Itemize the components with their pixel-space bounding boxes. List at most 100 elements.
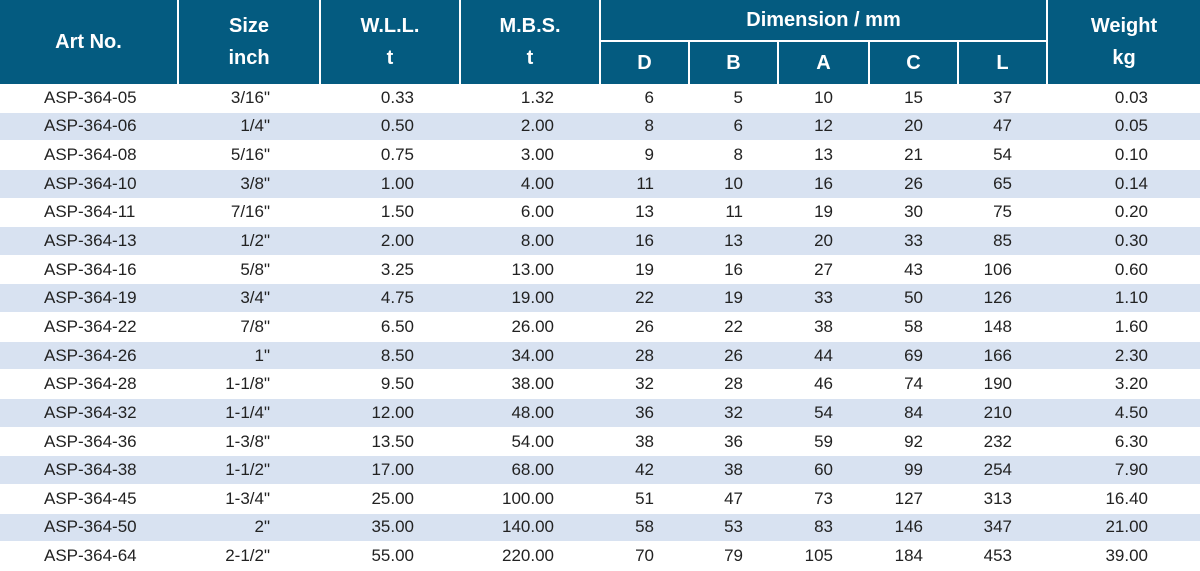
cell-wll: 3.25 bbox=[320, 255, 460, 285]
cell-weight: 6.30 bbox=[1047, 427, 1200, 457]
cell-weight: 0.14 bbox=[1047, 169, 1200, 199]
cell-dim-a: 12 bbox=[778, 112, 869, 142]
cell-weight: 21.00 bbox=[1047, 513, 1200, 543]
cell-dim-a: 13 bbox=[778, 140, 869, 170]
cell-dim-c: 74 bbox=[869, 369, 958, 400]
cell-dim-a: 105 bbox=[778, 541, 869, 571]
cell-dim-l: 453 bbox=[958, 541, 1047, 571]
cell-dim-b: 28 bbox=[689, 369, 778, 400]
cell-mbs: 13.00 bbox=[460, 255, 600, 285]
cell-mbs: 1.32 bbox=[460, 84, 600, 113]
cell-size: 1/4" bbox=[178, 112, 320, 142]
cell-mbs: 4.00 bbox=[460, 169, 600, 199]
cell-dim-a: 16 bbox=[778, 169, 869, 199]
cell-dim-d: 8 bbox=[600, 112, 689, 142]
cell-dim-l: 313 bbox=[958, 484, 1047, 514]
cell-mbs: 26.00 bbox=[460, 312, 600, 342]
table-row: ASP-364-11 7/16" 1.50 6.00 13 11 19 30 75 0.20 bbox=[0, 198, 1200, 228]
cell-dim-d: 16 bbox=[600, 226, 689, 256]
table-row: ASP-364-26 1" 8.50 34.00 28 26 44 69 166 2.30 bbox=[0, 341, 1200, 371]
cell-mbs: 54.00 bbox=[460, 427, 600, 457]
cell-art-no: ASP-364-22 bbox=[0, 312, 178, 342]
header-weight: Weight kg bbox=[1046, 0, 1200, 84]
cell-dim-b: 26 bbox=[689, 341, 778, 371]
cell-dim-d: 13 bbox=[600, 198, 689, 228]
cell-dim-b: 11 bbox=[689, 198, 778, 228]
cell-mbs: 2.00 bbox=[460, 112, 600, 142]
table-row: ASP-364-64 2-1/2" 55.00 220.00 70 79 105 184 453… bbox=[0, 541, 1200, 571]
cell-art-no: ASP-364-08 bbox=[0, 140, 178, 170]
cell-mbs: 34.00 bbox=[460, 341, 600, 371]
cell-dim-d: 9 bbox=[600, 140, 689, 170]
cell-wll: 1.00 bbox=[320, 169, 460, 199]
cell-dim-a: 83 bbox=[778, 513, 869, 543]
cell-dim-l: 126 bbox=[958, 283, 1047, 314]
cell-wll: 55.00 bbox=[320, 541, 460, 571]
header-mbs: M.B.S. t bbox=[459, 0, 600, 84]
cell-wll: 0.33 bbox=[320, 84, 460, 113]
cell-dim-c: 127 bbox=[869, 484, 958, 514]
table-row: ASP-364-45 1-3/4" 25.00 100.00 51 47 73 127 313 1… bbox=[0, 484, 1200, 514]
cell-mbs: 8.00 bbox=[460, 226, 600, 256]
cell-dim-c: 99 bbox=[869, 455, 958, 485]
cell-dim-b: 47 bbox=[689, 484, 778, 514]
cell-dim-a: 33 bbox=[778, 283, 869, 314]
cell-dim-b: 53 bbox=[689, 513, 778, 543]
cell-dim-c: 69 bbox=[869, 341, 958, 371]
cell-dim-c: 58 bbox=[869, 312, 958, 342]
header-size: Size inch bbox=[177, 0, 320, 84]
header-dimension: Dimension / mm bbox=[599, 0, 1047, 42]
table-row: ASP-364-16 5/8" 3.25 13.00 19 16 27 43 106 0.60 bbox=[0, 255, 1200, 285]
cell-art-no: ASP-364-28 bbox=[0, 369, 178, 400]
cell-art-no: ASP-364-36 bbox=[0, 427, 178, 457]
table-header: Art No. Size inch W.L.L. t M.B.S. t Dimensi… bbox=[0, 0, 1200, 84]
cell-weight: 1.10 bbox=[1047, 283, 1200, 314]
cell-dim-a: 54 bbox=[778, 398, 869, 428]
cell-dim-l: 210 bbox=[958, 398, 1047, 428]
cell-mbs: 220.00 bbox=[460, 541, 600, 571]
table-row: ASP-364-06 1/4" 0.50 2.00 8 6 12 20 47 0.05 bbox=[0, 112, 1200, 142]
cell-weight: 16.40 bbox=[1047, 484, 1200, 514]
table-row: ASP-364-10 3/8" 1.00 4.00 11 10 16 26 65 0.14 bbox=[0, 169, 1200, 199]
header-wll: W.L.L. t bbox=[319, 0, 460, 84]
cell-dim-d: 70 bbox=[600, 541, 689, 571]
cell-dim-a: 27 bbox=[778, 255, 869, 285]
table-row: ASP-364-13 1/2" 2.00 8.00 16 13 20 33 85 0.30 bbox=[0, 226, 1200, 256]
cell-mbs: 48.00 bbox=[460, 398, 600, 428]
table-row: ASP-364-38 1-1/2" 17.00 68.00 42 38 60 99 254 7.9… bbox=[0, 455, 1200, 485]
cell-dim-l: 37 bbox=[958, 84, 1047, 113]
cell-art-no: ASP-364-26 bbox=[0, 341, 178, 371]
cell-dim-b: 22 bbox=[689, 312, 778, 342]
cell-weight: 0.05 bbox=[1047, 112, 1200, 142]
cell-size: 2" bbox=[178, 513, 320, 543]
cell-dim-d: 28 bbox=[600, 341, 689, 371]
cell-dim-b: 8 bbox=[689, 140, 778, 170]
cell-dim-d: 42 bbox=[600, 455, 689, 485]
cell-dim-a: 10 bbox=[778, 84, 869, 113]
cell-dim-d: 58 bbox=[600, 513, 689, 543]
table-row: ASP-364-32 1-1/4" 12.00 48.00 36 32 54 84 210 4.5… bbox=[0, 398, 1200, 428]
cell-size: 3/16" bbox=[178, 84, 320, 113]
cell-wll: 13.50 bbox=[320, 427, 460, 457]
cell-size: 1-3/4" bbox=[178, 484, 320, 514]
cell-dim-b: 6 bbox=[689, 112, 778, 142]
cell-dim-c: 20 bbox=[869, 112, 958, 142]
cell-wll: 0.75 bbox=[320, 140, 460, 170]
cell-mbs: 68.00 bbox=[460, 455, 600, 485]
cell-wll: 25.00 bbox=[320, 484, 460, 514]
cell-mbs: 19.00 bbox=[460, 283, 600, 314]
cell-size: 1/2" bbox=[178, 226, 320, 256]
cell-size: 7/8" bbox=[178, 312, 320, 342]
cell-mbs: 3.00 bbox=[460, 140, 600, 170]
header-art-no: Art No. bbox=[0, 0, 178, 84]
cell-art-no: ASP-364-32 bbox=[0, 398, 178, 428]
cell-weight: 39.00 bbox=[1047, 541, 1200, 571]
cell-dim-a: 19 bbox=[778, 198, 869, 228]
cell-dim-a: 38 bbox=[778, 312, 869, 342]
table-row: ASP-364-19 3/4" 4.75 19.00 22 19 33 50 126 1.10 bbox=[0, 283, 1200, 314]
cell-art-no: ASP-364-64 bbox=[0, 541, 178, 571]
cell-wll: 2.00 bbox=[320, 226, 460, 256]
cell-dim-b: 36 bbox=[689, 427, 778, 457]
cell-dim-a: 59 bbox=[778, 427, 869, 457]
cell-weight: 0.60 bbox=[1047, 255, 1200, 285]
